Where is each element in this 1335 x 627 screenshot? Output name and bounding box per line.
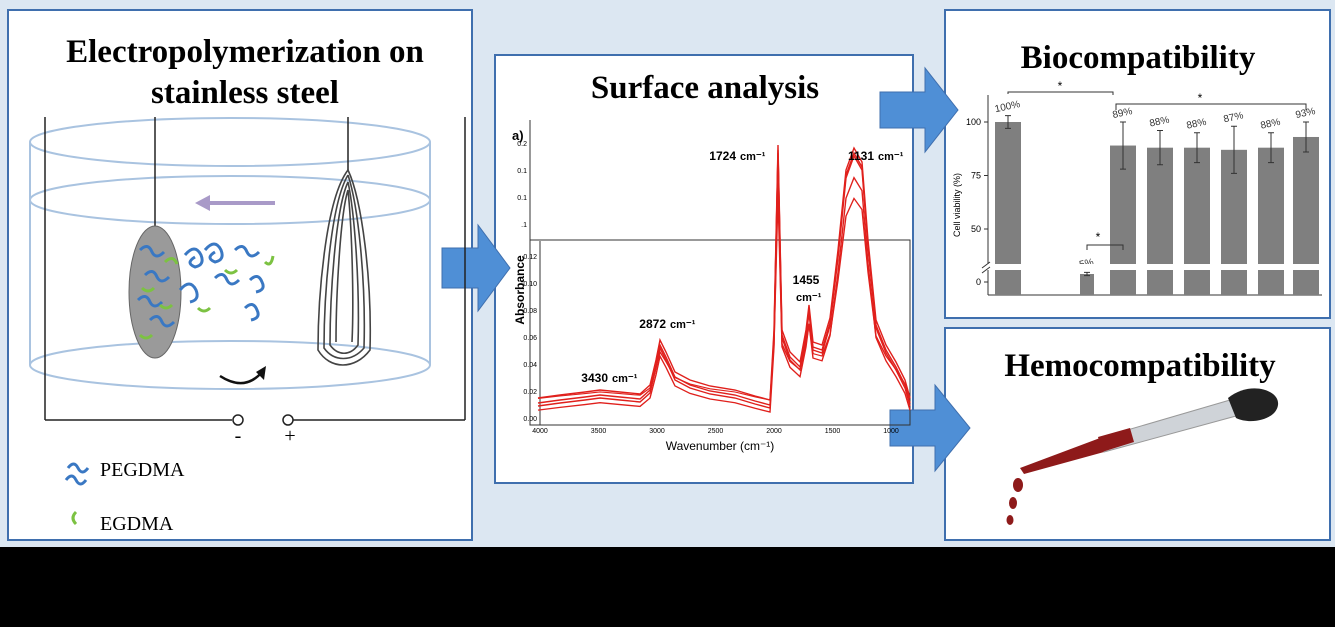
x-tick-label: 1000 <box>883 428 899 435</box>
title: Hemocompatibility <box>1004 348 1276 384</box>
counter-electrode <box>317 169 372 366</box>
bar <box>1110 145 1136 295</box>
x-tick-label: 4000 <box>532 428 548 435</box>
spectrum-plot: a) 4000 3500 3000 2500 2000 1500 1000 0.00 0.02 0.… <box>512 120 911 453</box>
x-tick-label: 2500 <box>708 428 724 435</box>
title: Electropolymerization on <box>66 34 424 70</box>
y-tick-label: 0.12 <box>523 254 537 261</box>
y-tick-label: 0.06 <box>523 335 537 342</box>
significance-bracket <box>1007 91 1114 95</box>
bar <box>1147 147 1173 295</box>
y-axis-label: Cell viability (%) <box>952 173 962 237</box>
y-tick-label: 0.1 <box>517 195 527 202</box>
bar <box>1258 147 1284 295</box>
value-label: 88% <box>1186 117 1208 132</box>
peak-unit: cm⁻¹ <box>612 373 638 385</box>
legend-label: EGDMA <box>100 513 174 535</box>
y-tick-label: 0.2 <box>517 141 527 148</box>
panel-label: a) <box>512 128 524 143</box>
bar <box>1221 149 1247 295</box>
significance-label: * <box>1058 79 1063 93</box>
value-label: 87% <box>1223 110 1245 125</box>
peak-unit: cm⁻¹ <box>878 151 904 163</box>
error-bar <box>1303 121 1309 153</box>
value-label: 89% <box>1112 106 1134 121</box>
error-bar <box>1084 271 1090 277</box>
x-tick-label: 1500 <box>825 428 841 435</box>
y-tick-label: 0.00 <box>523 416 537 423</box>
plot-frame <box>529 239 911 426</box>
terminal-label: - <box>235 425 242 447</box>
x-tick-label: 2000 <box>766 428 782 435</box>
legend-label: PEGDMA <box>100 459 185 481</box>
y-tick-label: 0.02 <box>523 389 537 396</box>
significance-bracket <box>1086 244 1124 250</box>
peak-label: 1131 <box>848 149 874 163</box>
value-label: 100% <box>994 99 1021 115</box>
rotation-arrow-head <box>256 366 266 380</box>
x-tick-label: 3000 <box>649 428 665 435</box>
peak-label: 3430 <box>581 371 608 385</box>
flow-arrow <box>195 195 275 211</box>
significance-bracket <box>1115 103 1307 110</box>
spectra <box>537 144 911 413</box>
significance-label: * <box>1198 91 1203 105</box>
arrow <box>889 383 971 473</box>
terminal-label: + <box>284 425 295 447</box>
peak-unit: cm⁻¹ <box>670 319 696 331</box>
x-tick-label: 3500 <box>591 428 607 435</box>
title: Biocompatibility <box>1021 40 1256 76</box>
peak-label: 1724 <box>709 149 736 163</box>
beaker <box>29 117 431 390</box>
y-tick-label: 0 <box>976 277 981 287</box>
error-bar <box>1157 130 1163 166</box>
y-tick-label: 0.08 <box>523 308 537 315</box>
value-label: 88% <box>1260 117 1282 132</box>
y-tick-label: 0.04 <box>523 362 537 369</box>
legend-swatch <box>64 462 90 486</box>
bar <box>1184 147 1210 295</box>
peak-unit: cm⁻¹ <box>796 292 822 304</box>
legend-swatch <box>71 510 78 526</box>
x-axis-label: Wavenumber (cm⁻¹) <box>666 439 775 453</box>
bar <box>1293 136 1319 295</box>
circuit <box>44 117 466 426</box>
error-bar <box>1194 132 1200 164</box>
y-tick-label: 100 <box>966 117 981 127</box>
error-bar <box>1120 121 1126 170</box>
peak-label: 1455 <box>793 273 820 287</box>
arrow <box>441 223 511 313</box>
significance-label: * <box>1096 230 1101 244</box>
y-axis-label: Absorbance <box>513 255 527 325</box>
y-tick-label: 75 <box>971 171 981 181</box>
polymer-coating <box>136 242 275 340</box>
working-electrode <box>128 225 182 359</box>
peak-label: 2872 <box>639 317 666 331</box>
error-bar <box>1268 132 1274 164</box>
dropper <box>1006 388 1279 525</box>
error-bar <box>1005 115 1011 129</box>
bar <box>1080 274 1094 295</box>
y-tick-label: .1 <box>521 222 527 229</box>
left-panel <box>7 9 473 541</box>
axis-break <box>982 264 1322 270</box>
peak-unit: cm⁻¹ <box>740 151 766 163</box>
y-tick-label: 50 <box>971 224 981 234</box>
value-label: 88% <box>1149 115 1171 130</box>
y-tick-label: 0.10 <box>523 281 537 288</box>
axis-break-mark <box>981 261 991 274</box>
title: stainless steel <box>151 75 339 111</box>
title: Surface analysis <box>591 70 819 106</box>
middle-panel <box>494 54 914 484</box>
value-label: 93% <box>1295 106 1317 121</box>
bottom-band <box>0 547 1335 627</box>
arrow <box>879 66 959 154</box>
error-bar <box>1231 125 1237 174</box>
y-tick-label: 0.1 <box>517 168 527 175</box>
